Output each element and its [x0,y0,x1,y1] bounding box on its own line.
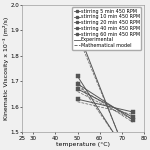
Y-axis label: Kinematic Viscosity x 10⁻³ (m²/s): Kinematic Viscosity x 10⁻³ (m²/s) [3,17,9,120]
Legend: stirring 5 min 450 RPM, stirring 10 min 450 RPM, stirring 20 min 450 RPM, stirri: stirring 5 min 450 RPM, stirring 10 min … [72,7,141,50]
X-axis label: temperature (°C): temperature (°C) [56,142,110,147]
